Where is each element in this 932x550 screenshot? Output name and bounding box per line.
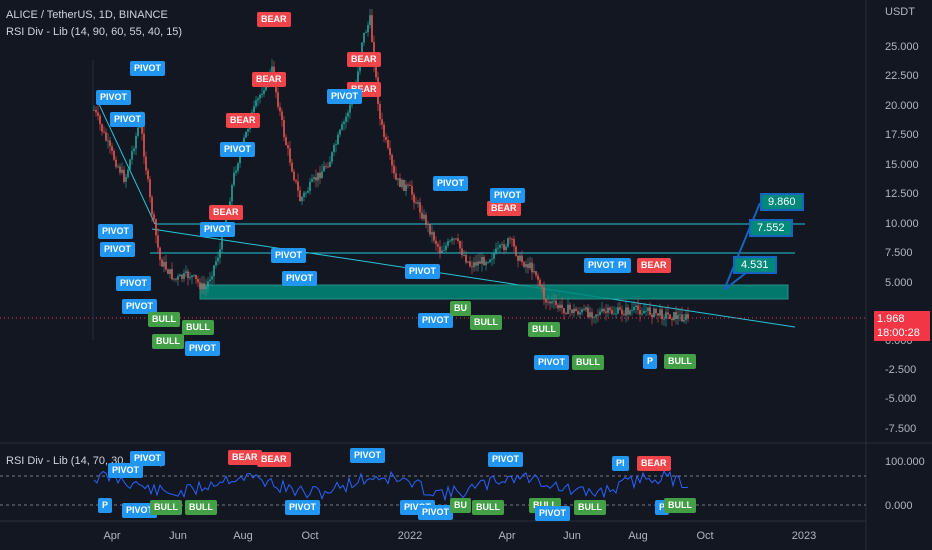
rsi-pivot-tag: PIVOT	[130, 451, 166, 466]
time-tick: Apr	[103, 530, 121, 542]
rsi-pivot-tag: PI	[612, 456, 629, 471]
rsi-bull-tag: BULL	[472, 500, 504, 515]
pivot-tag: PIVOT	[96, 90, 132, 105]
rsi-tick: 100.000	[885, 456, 925, 468]
bull-tag: BU	[450, 301, 471, 316]
rsi-bear-tag: BEAR	[228, 450, 262, 465]
rsi-pivot-tag: PIVOT	[488, 452, 524, 467]
rsi-bull-tag: BULL	[150, 500, 182, 515]
price-tick: -2.500	[885, 364, 917, 376]
pivot-tag: PIVOT	[130, 61, 166, 76]
rsi-pivot-tag: PIVOT	[350, 448, 386, 463]
bull-tag: BULL	[664, 354, 696, 369]
price-tick: 5.000	[885, 277, 913, 289]
value-box-1[interactable]: 9.860	[760, 193, 804, 211]
pivot-tag: PIVOT	[271, 248, 307, 263]
bear-tag: BEAR	[637, 258, 671, 273]
price-tick: 7.500	[885, 247, 913, 259]
pivot-tag: PIVOT	[282, 271, 318, 286]
pivot-tag: PIVOT	[584, 258, 620, 273]
bull-tag: BULL	[148, 312, 180, 327]
bar-countdown: 18:00:28	[877, 327, 920, 339]
candlestick-series	[93, 8, 689, 327]
rsi-bull-tag: BULL	[664, 498, 696, 513]
pivot-tag: PIVOT	[98, 224, 134, 239]
pivot-tag: PIVOT	[220, 142, 256, 157]
rsi-pivot-tag: PIVOT	[122, 503, 158, 518]
rsi-pivot-tag: P	[98, 498, 113, 513]
pivot-tag: PI	[614, 258, 631, 273]
pivot-tag: PIVOT	[490, 188, 526, 203]
bull-tag: BULL	[470, 315, 502, 330]
bear-tag: BEAR	[347, 52, 381, 67]
bull-tag: BULL	[528, 322, 560, 337]
value-box-2[interactable]: 7.552	[749, 219, 793, 237]
bull-tag: BULL	[152, 334, 184, 349]
pivot-tag: P	[643, 354, 658, 369]
rsi-bull-tag: BULL	[185, 500, 217, 515]
time-tick: 2022	[397, 530, 423, 542]
price-tick: 20.000	[885, 100, 919, 112]
price-tick: -7.500	[885, 423, 917, 435]
time-tick: Jun	[563, 530, 581, 542]
time-tick: Oct	[696, 530, 714, 542]
bear-tag: BEAR	[226, 113, 260, 128]
rsi-pivot-tag: PIVOT	[418, 505, 454, 520]
price-tick: 22.500	[885, 70, 919, 82]
pivot-tag: PIVOT	[185, 341, 221, 356]
pivot-tag: PIVOT	[433, 176, 469, 191]
currency-label[interactable]: USDT	[885, 6, 915, 18]
price-tick: 17.500	[885, 129, 919, 141]
pivot-tag: PIVOT	[327, 89, 363, 104]
pivot-tag: PIVOT	[116, 276, 152, 291]
time-tick: Aug	[233, 530, 253, 542]
pivot-tag: PIVOT	[122, 299, 158, 314]
pivot-tag: PIVOT	[405, 264, 441, 279]
rsi-pivot-tag: PIVOT	[108, 463, 144, 478]
pivot-tag: PIVOT	[200, 222, 236, 237]
indicator-legend-main[interactable]: RSI Div - Lib (14, 90, 60, 55, 40, 15)	[6, 26, 183, 38]
time-tick: 2023	[791, 530, 817, 542]
rsi-bear-tag: BEAR	[257, 452, 291, 467]
bull-tag: BULL	[182, 320, 214, 335]
time-tick: Jun	[169, 530, 187, 542]
pivot-tag: PIVOT	[100, 242, 136, 257]
rsi-tick: 0.000	[885, 500, 913, 512]
bear-tag: BEAR	[257, 12, 291, 27]
price-tick: 15.000	[885, 159, 919, 171]
trendline-steep	[97, 101, 156, 225]
time-tick: Oct	[301, 530, 319, 542]
symbol-title[interactable]: ALICE / TetherUS, 1D, BINANCE	[6, 9, 168, 21]
time-tick: Aug	[628, 530, 648, 542]
rsi-pivot-tag: PIVOT	[535, 506, 571, 521]
last-price-badge[interactable]: 1.968 18:00:28	[874, 311, 930, 341]
price-tick: 25.000	[885, 41, 919, 53]
rsi-bull-tag: BULL	[574, 500, 606, 515]
price-tick: 10.000	[885, 218, 919, 230]
value-box-3[interactable]: 4.531	[733, 256, 777, 274]
last-price-value: 1.968	[877, 313, 905, 325]
rsi-bull-tag: BU	[450, 498, 471, 513]
price-tick: 12.500	[885, 188, 919, 200]
box-connector-1	[723, 202, 761, 291]
pivot-tag: PIVOT	[110, 112, 146, 127]
pivot-tag: PIVOT	[534, 355, 570, 370]
rsi-line	[93, 469, 689, 502]
trendline-descending	[151, 228, 796, 328]
bear-tag: BEAR	[487, 201, 521, 216]
price-tick: -5.000	[885, 393, 917, 405]
support-zone	[199, 284, 789, 300]
rsi-bear-tag: BEAR	[637, 456, 671, 471]
bear-tag: BEAR	[209, 205, 243, 220]
bull-tag: BULL	[572, 355, 604, 370]
pivot-tag: PIVOT	[418, 313, 454, 328]
bear-tag: BEAR	[252, 72, 286, 87]
rsi-pivot-tag: PIVOT	[285, 500, 321, 515]
time-tick: Apr	[498, 530, 516, 542]
